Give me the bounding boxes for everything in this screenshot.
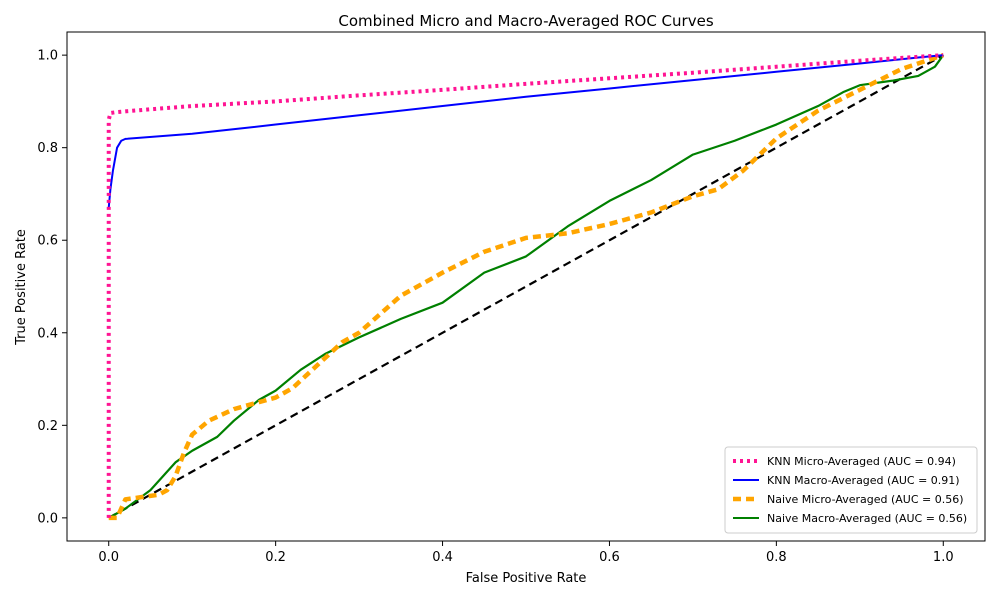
x-tick-label: 0.2	[265, 550, 286, 565]
y-tick-label: 0.6	[37, 234, 58, 249]
x-tick-label: 0.8	[766, 550, 787, 565]
y-tick-label: 0.2	[37, 419, 58, 434]
chart-title: Combined Micro and Macro-Averaged ROC Cu…	[338, 12, 713, 30]
legend-label: Naive Macro-Averaged (AUC = 0.56)	[767, 512, 967, 525]
y-axis-label: True Positive Rate	[14, 229, 29, 346]
series-line-4	[108, 54, 944, 519]
y-axis-ticks: 0.0 0.2 0.4 0.6 0.8 1.0	[37, 49, 67, 526]
y-tick-label: 0.8	[37, 141, 58, 156]
x-tick-label: 0.6	[599, 550, 620, 565]
legend-label: KNN Macro-Averaged (AUC = 0.91)	[767, 474, 960, 487]
plot-frame	[66, 31, 986, 542]
x-axis-label: False Positive Rate	[466, 571, 587, 586]
y-tick-label: 0.4	[37, 326, 58, 341]
series-line-0	[106, 53, 944, 518]
series-layer	[106, 53, 945, 521]
series-line-1	[107, 54, 944, 208]
y-tick-label: 0.0	[37, 511, 58, 526]
x-axis-ticks: 0.0 0.2 0.4 0.6 0.8 1.0	[98, 541, 954, 565]
legend-label: KNN Micro-Averaged (AUC = 0.94)	[767, 455, 956, 468]
x-tick-label: 0.0	[98, 550, 119, 565]
legend-box	[724, 446, 978, 534]
series-line-3	[108, 54, 945, 519]
y-tick-label: 1.0	[37, 49, 58, 64]
legend: KNN Micro-Averaged (AUC = 0.94) KNN Macro…	[724, 446, 978, 534]
legend-label: Naive Micro-Averaged (AUC = 0.56)	[767, 493, 964, 506]
x-tick-label: 0.4	[432, 550, 453, 565]
x-tick-label: 1.0	[933, 550, 954, 565]
